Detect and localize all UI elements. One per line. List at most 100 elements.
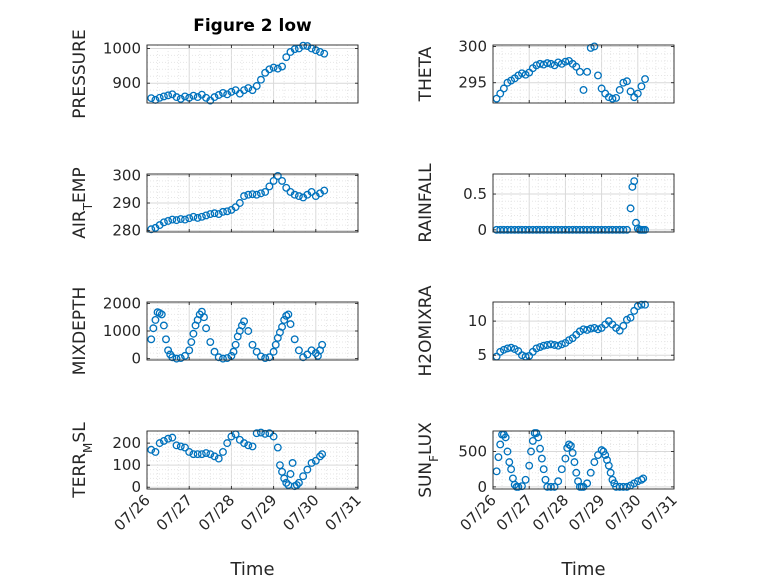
data-point [501, 433, 510, 442]
data-point [514, 482, 523, 491]
data-point [273, 443, 282, 452]
x-tick-label: 07/27 [153, 491, 196, 534]
data-point [240, 192, 249, 201]
data-point [525, 461, 534, 470]
x-axis-label: Time [560, 559, 605, 580]
y-tick-label: 1000 [103, 39, 141, 57]
data-point [541, 475, 550, 484]
data-point [269, 63, 278, 72]
data-point [282, 183, 291, 192]
y-axis-label: H2OMIXRA [416, 285, 436, 376]
y-tick-label: 5 [477, 346, 487, 364]
data-point [543, 59, 552, 68]
data-point [181, 443, 189, 452]
data-point [532, 61, 541, 70]
data-point [248, 86, 257, 95]
data-point [151, 448, 160, 456]
data-point [316, 452, 324, 461]
data-point [590, 42, 599, 51]
data-point [256, 428, 265, 437]
data-point [159, 321, 168, 330]
x-axis-label: Time [229, 559, 274, 580]
data-point [318, 340, 327, 349]
data-point [172, 441, 181, 450]
data-point [557, 465, 566, 474]
data-point [294, 192, 303, 201]
data-point [606, 468, 615, 477]
data-point [532, 429, 541, 438]
y-axis-label: AIRTEMP [70, 167, 95, 238]
data-point [193, 213, 202, 222]
x-tick-label: 07/28 [195, 491, 238, 534]
data-point [147, 445, 156, 454]
data-point [527, 447, 535, 456]
subplot-h2omixra: 5 10 H2OMIXRA [416, 285, 675, 377]
y-axis-label: RAINFALL [416, 163, 436, 243]
data-point [639, 474, 648, 483]
data-point [557, 340, 566, 349]
x-tick-label: 07/28 [529, 491, 572, 534]
x-tick-label: 07/29 [565, 491, 608, 534]
data-point [637, 82, 646, 91]
data-point [280, 474, 289, 483]
y-tick-label: 0.5 [463, 185, 487, 203]
y-tick-label: 900 [112, 74, 141, 92]
data-point [280, 316, 289, 324]
data-point [214, 210, 223, 218]
data-point [265, 182, 274, 191]
data-point [583, 326, 592, 334]
data-point [164, 91, 173, 100]
data-point [303, 350, 312, 359]
data-point [223, 207, 232, 216]
data-point [252, 347, 261, 356]
data-point [532, 344, 541, 353]
data-point [307, 459, 316, 467]
x-tick-label: 07/26 [457, 491, 500, 534]
y-axis-label: SUNFLUX [416, 422, 441, 498]
data-point [518, 351, 526, 360]
data-point [294, 478, 303, 487]
data-point [210, 93, 219, 102]
data-point [586, 468, 595, 477]
data-point [561, 454, 570, 463]
data-point [503, 344, 512, 353]
data-point [536, 444, 545, 453]
data-point [244, 327, 253, 335]
data-point [172, 93, 181, 102]
data-point [202, 449, 211, 458]
data-point [219, 88, 227, 97]
data-point [622, 77, 631, 86]
y-tick-label: 300 [112, 166, 141, 184]
data-point [282, 478, 291, 487]
data-point [608, 94, 617, 103]
axes-box [492, 301, 675, 361]
data-point [256, 75, 265, 84]
data-point [229, 347, 238, 356]
data-point [214, 353, 223, 362]
data-point [219, 207, 227, 216]
data-point [202, 324, 211, 333]
data-point [193, 93, 202, 102]
data-point [214, 91, 223, 99]
data-point [590, 458, 599, 467]
data-point [206, 210, 215, 218]
y-tick-label: 300 [458, 37, 487, 55]
y-tick-label: 290 [112, 194, 141, 212]
data-point [168, 433, 177, 442]
data-point [172, 216, 181, 225]
y-axis-label: PRESSURE [70, 29, 90, 118]
data-point [269, 176, 278, 185]
x-tick-label: 07/30 [601, 491, 644, 534]
data-point [261, 188, 270, 196]
data-point [586, 324, 595, 333]
data-point [612, 93, 621, 102]
data-point [248, 340, 257, 349]
data-point [320, 186, 329, 195]
axes-box [146, 430, 359, 490]
data-point [630, 177, 639, 186]
data-point [288, 459, 297, 467]
data-point [235, 199, 244, 207]
y-tick-label: 100 [112, 456, 141, 474]
data-point [159, 218, 168, 227]
